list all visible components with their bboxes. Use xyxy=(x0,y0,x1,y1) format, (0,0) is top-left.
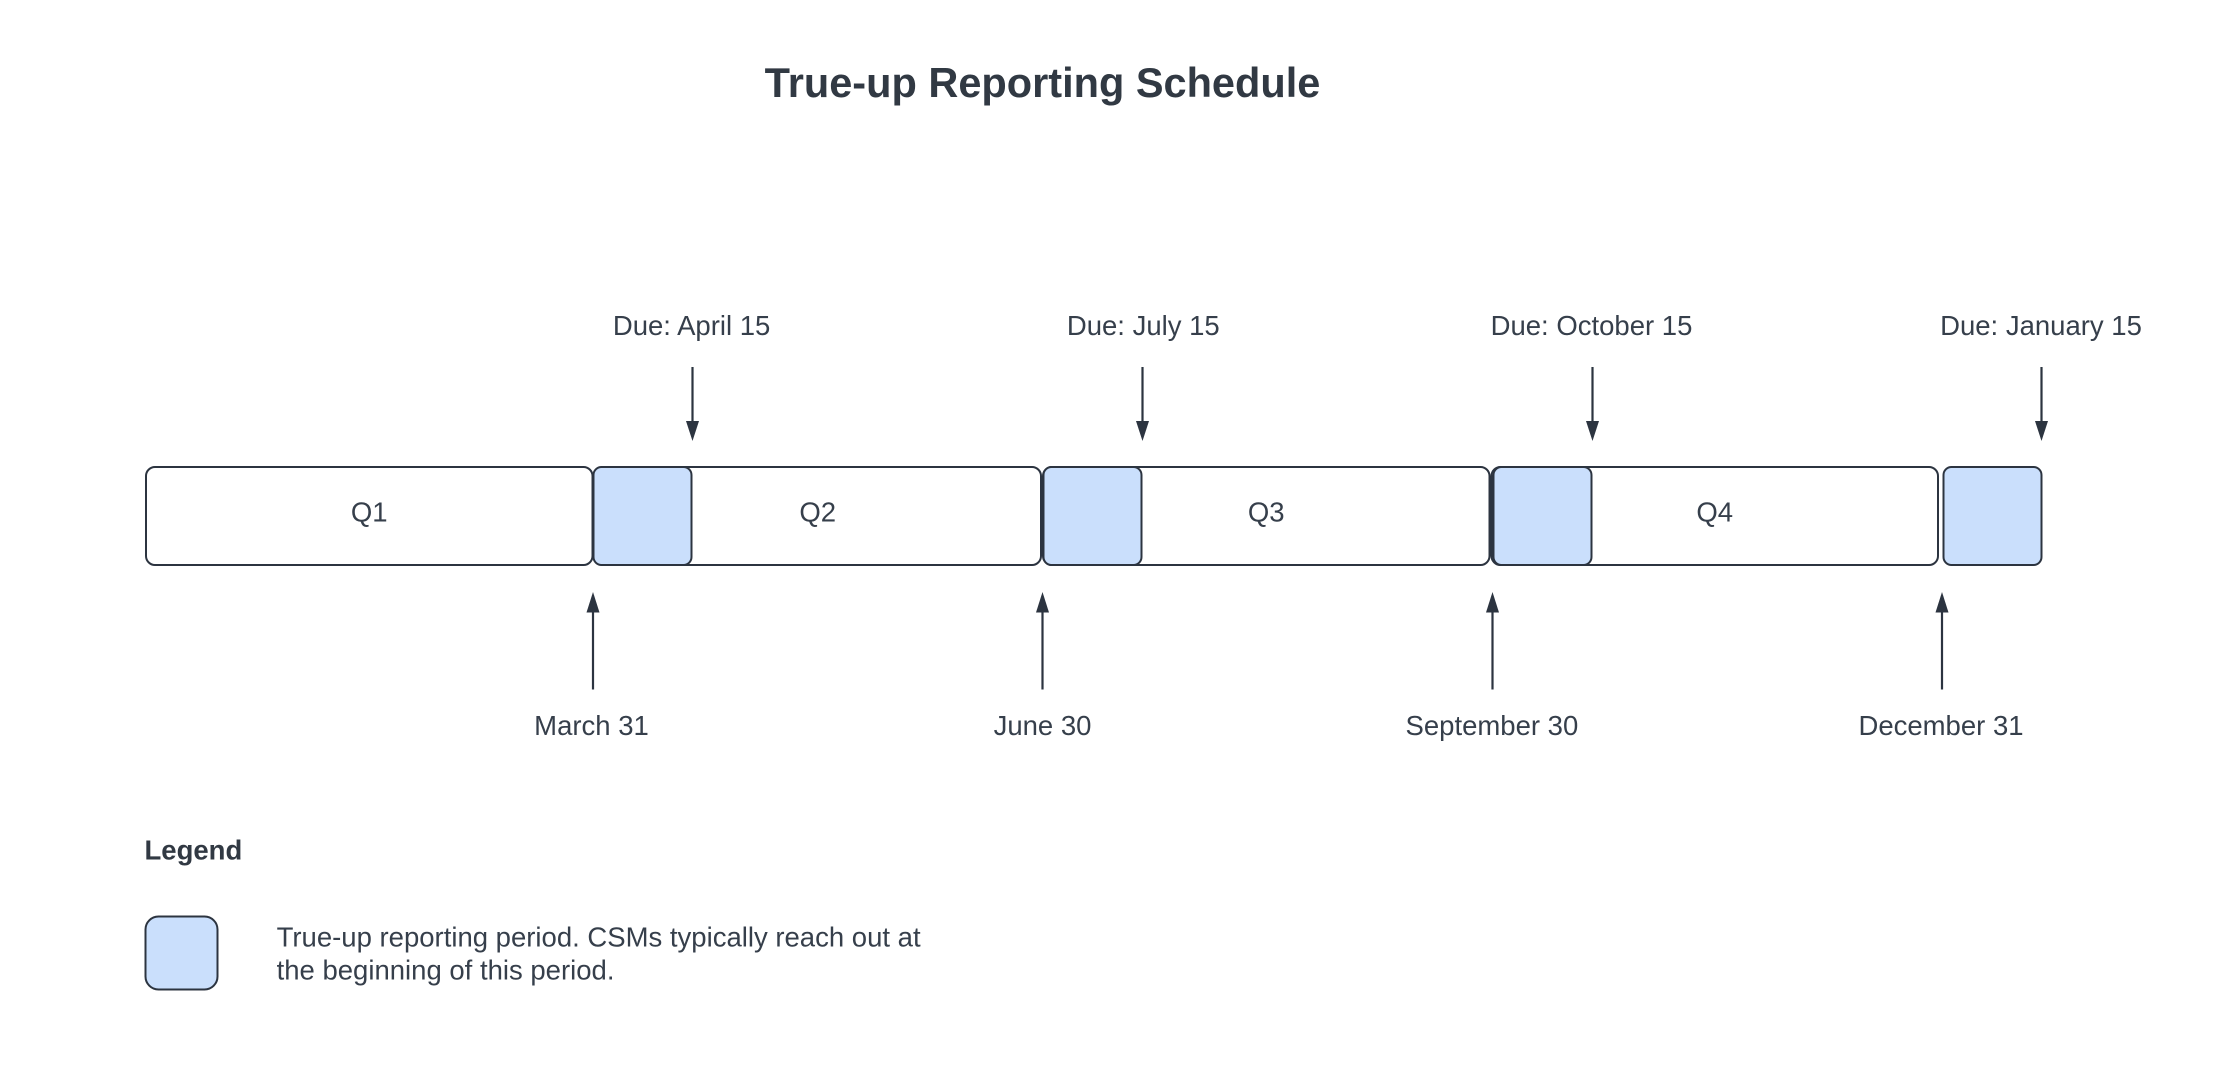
svg-text:March 31: March 31 xyxy=(534,710,649,741)
svg-text:Due: April 15: Due: April 15 xyxy=(613,310,770,341)
svg-text:the beginning of this period.: the beginning of this period. xyxy=(277,955,615,986)
svg-text:True-up reporting period. CSMs: True-up reporting period. CSMs typically… xyxy=(277,922,921,953)
svg-text:True-up Reporting Schedule: True-up Reporting Schedule xyxy=(765,59,1321,106)
svg-text:Q2: Q2 xyxy=(799,497,836,528)
svg-text:Q3: Q3 xyxy=(1248,497,1285,528)
svg-text:Legend: Legend xyxy=(145,835,243,866)
svg-text:September 30: September 30 xyxy=(1406,710,1579,741)
svg-text:Due: October 15: Due: October 15 xyxy=(1491,310,1693,341)
svg-text:December 31: December 31 xyxy=(1858,710,2023,741)
svg-text:Q1: Q1 xyxy=(351,497,388,528)
svg-text:Due: January 15: Due: January 15 xyxy=(1940,310,2142,341)
svg-text:June 30: June 30 xyxy=(994,710,1092,741)
svg-text:Q4: Q4 xyxy=(1696,497,1733,528)
svg-text:Due: July 15: Due: July 15 xyxy=(1067,310,1220,341)
